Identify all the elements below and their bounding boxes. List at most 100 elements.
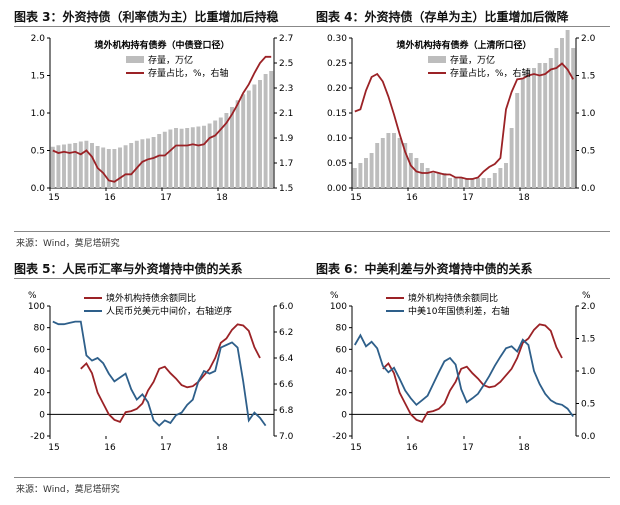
chart-title: 境外机构持有债券（中债登口径） xyxy=(94,39,229,51)
y-tick-label-left: 0.15 xyxy=(327,109,347,119)
y-tick-label-left: -20 xyxy=(30,432,45,442)
x-tick-label: 18 xyxy=(216,443,228,453)
bar xyxy=(224,113,229,188)
y-axis-label: % xyxy=(330,291,339,301)
bar xyxy=(196,126,201,188)
y-tick-label-right: 2.0 xyxy=(581,34,596,44)
source-rule-top xyxy=(14,231,610,232)
bar xyxy=(50,146,55,188)
y-tick-label-left: 100 xyxy=(28,302,45,312)
bar xyxy=(532,68,536,188)
bar xyxy=(151,137,156,188)
y-tick-label-left: 20 xyxy=(34,389,46,399)
y-tick-label-right: 2.3 xyxy=(279,84,293,94)
bar xyxy=(414,158,419,188)
y-tick-label-right: 2.5 xyxy=(279,59,293,69)
y-tick-label-left: 20 xyxy=(336,389,348,399)
bar xyxy=(397,138,402,188)
bar xyxy=(526,68,531,188)
bar xyxy=(420,163,424,188)
x-tick-label: 15 xyxy=(48,443,59,453)
bar xyxy=(73,143,78,188)
legend-label: 存量，万亿 xyxy=(450,54,495,66)
source-bottom: 来源：Wind，莫尼塔研究 xyxy=(16,485,120,495)
bar xyxy=(90,143,94,188)
bar xyxy=(492,173,497,188)
series-line xyxy=(52,320,267,427)
legend-swatch xyxy=(428,56,446,63)
bar xyxy=(476,178,480,188)
series-line xyxy=(52,55,272,183)
y-tick-label-left: 0.30 xyxy=(327,34,347,44)
y-tick-label-left: 40 xyxy=(336,367,348,377)
bar xyxy=(515,93,520,188)
y-tick-label-left: 80 xyxy=(336,324,348,334)
y-tick-label-right: 1.0 xyxy=(581,367,596,377)
bar xyxy=(470,178,475,188)
bar xyxy=(565,30,570,188)
bar xyxy=(459,178,464,188)
bar xyxy=(106,149,111,188)
chart-5: -20 0 20 40 60 80 100 6.0 6.2 6.4 6.6 6.8 7.0% 15 16 17… xyxy=(28,291,294,453)
panel-title-5: 图表 5：人民币汇率与外资增持中债的关系 xyxy=(14,262,243,276)
x-tick-label: 15 xyxy=(350,443,361,453)
bar xyxy=(352,168,357,188)
legend-label: 存量占比，%，右轴 xyxy=(148,67,229,79)
y-tick-label-right: 0.0 xyxy=(581,432,596,442)
x-tick-label: 18 xyxy=(518,443,530,453)
bar xyxy=(230,107,234,188)
top-rule xyxy=(14,26,610,27)
bar xyxy=(123,145,128,188)
legend-swatch xyxy=(126,56,144,63)
bar xyxy=(129,143,134,188)
bar xyxy=(481,178,486,188)
bar xyxy=(520,78,525,188)
legend-label: 存量占比，%，右轴 xyxy=(450,67,531,79)
y-tick-label-left: 0.10 xyxy=(327,134,347,144)
bar xyxy=(375,143,380,188)
bar xyxy=(504,163,508,188)
bar xyxy=(425,168,430,188)
source-top: 来源：Wind，莫尼塔研究 xyxy=(16,239,120,249)
bar xyxy=(269,71,274,188)
bar xyxy=(241,94,246,188)
y-axis-label: % xyxy=(28,291,37,301)
legend-label: 存量，万亿 xyxy=(148,54,193,66)
y-tick-label-right: 1.5 xyxy=(279,184,293,194)
bar xyxy=(380,138,385,188)
chart-title: 境外机构持有债券（上清所口径） xyxy=(396,39,531,51)
legend-label: 中美10年国债利差，右轴 xyxy=(408,305,509,317)
bar xyxy=(218,117,223,188)
legend-label: 境外机构持债余额同比 xyxy=(106,292,196,304)
bar xyxy=(207,123,212,188)
x-tick-label: 17 xyxy=(462,443,473,453)
chart-4: 0.00 0.05 0.10 0.15 0.20 0.25 0.30 0.0 0.5 1.0 1.5… xyxy=(327,30,596,203)
y-tick-label-right: 2.1 xyxy=(279,109,293,119)
y-tick-label-right: 1.5 xyxy=(581,72,595,82)
y-tick-label-right: 2.7 xyxy=(279,34,293,44)
bar xyxy=(263,74,268,188)
bar xyxy=(235,100,240,188)
bar xyxy=(431,173,436,188)
y-tick-label-left: -20 xyxy=(332,432,347,442)
legend-label: 境外机构持债余额同比 xyxy=(408,292,498,304)
x-tick-label: 17 xyxy=(462,193,473,203)
series-line xyxy=(354,333,574,418)
bar xyxy=(56,145,61,188)
bar xyxy=(140,139,145,188)
y-tick-label-right: 6.0 xyxy=(279,302,294,312)
y-tick-label-right: 1.5 xyxy=(581,335,595,345)
x-tick-label: 18 xyxy=(216,193,228,203)
bar xyxy=(436,173,441,188)
bar xyxy=(487,178,492,188)
bar xyxy=(364,158,368,188)
x-tick-label: 17 xyxy=(160,443,171,453)
bar xyxy=(358,163,363,188)
bar xyxy=(464,178,469,188)
bar xyxy=(392,133,396,188)
y-tick-label-left: 60 xyxy=(34,345,46,355)
source-rule-bottom xyxy=(14,477,610,478)
y-tick-label-left: 0 xyxy=(39,410,45,420)
y2-axis-label: % xyxy=(582,291,591,301)
chart-3: 0.0 0.5 1.0 1.5 2.0 1.5 1.7 1.9 2.1 2.3 2.5 2.7 15 16… xyxy=(31,34,294,203)
